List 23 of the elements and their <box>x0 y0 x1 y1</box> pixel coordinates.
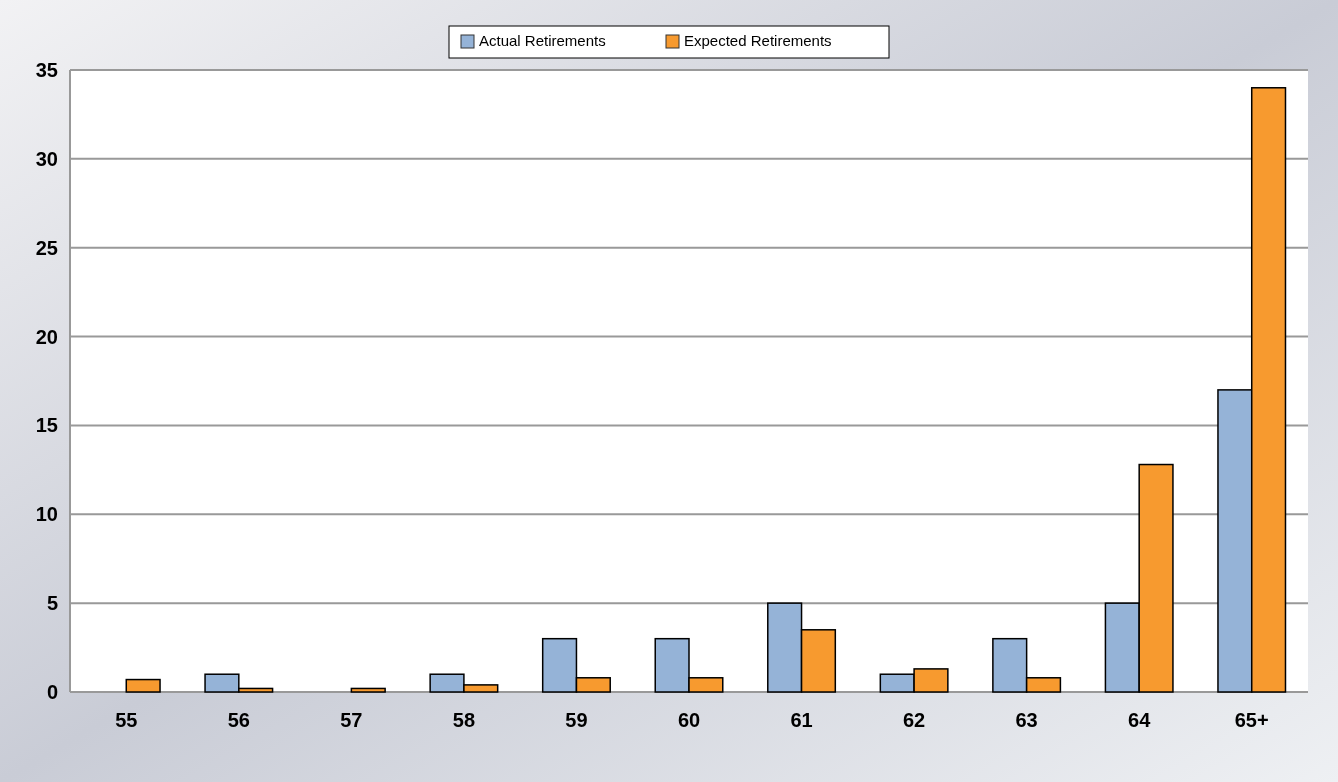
y-tick-label: 35 <box>35 59 58 81</box>
bar <box>125 678 161 693</box>
x-tick-label: 57 <box>340 709 363 731</box>
y-tick-label: 30 <box>35 147 58 170</box>
x-tick-label: 61 <box>790 709 813 731</box>
x-tick-label: 63 <box>1015 709 1038 731</box>
y-tick-label: 20 <box>35 325 58 348</box>
x-tick-label: 59 <box>565 709 588 731</box>
x-tick-label: 55 <box>115 709 138 731</box>
bar <box>350 687 386 693</box>
x-tick-label: 64 <box>1128 709 1152 731</box>
x-tick-label: 58 <box>452 709 476 731</box>
y-tick-label: 10 <box>35 503 58 526</box>
y-tick-label: 25 <box>35 236 58 259</box>
legend-label: Expected Retirements <box>684 32 832 49</box>
x-tick-label: 56 <box>227 709 250 731</box>
x-tick-label: 62 <box>902 709 926 731</box>
x-tick-label: 60 <box>677 709 701 731</box>
y-tick-label: 0 <box>46 681 58 703</box>
y-tick-label: 15 <box>35 414 58 437</box>
legend-label: Actual Retirements <box>479 32 606 49</box>
x-tick-label: 65+ <box>1234 709 1269 731</box>
y-tick-label: 5 <box>46 592 58 615</box>
